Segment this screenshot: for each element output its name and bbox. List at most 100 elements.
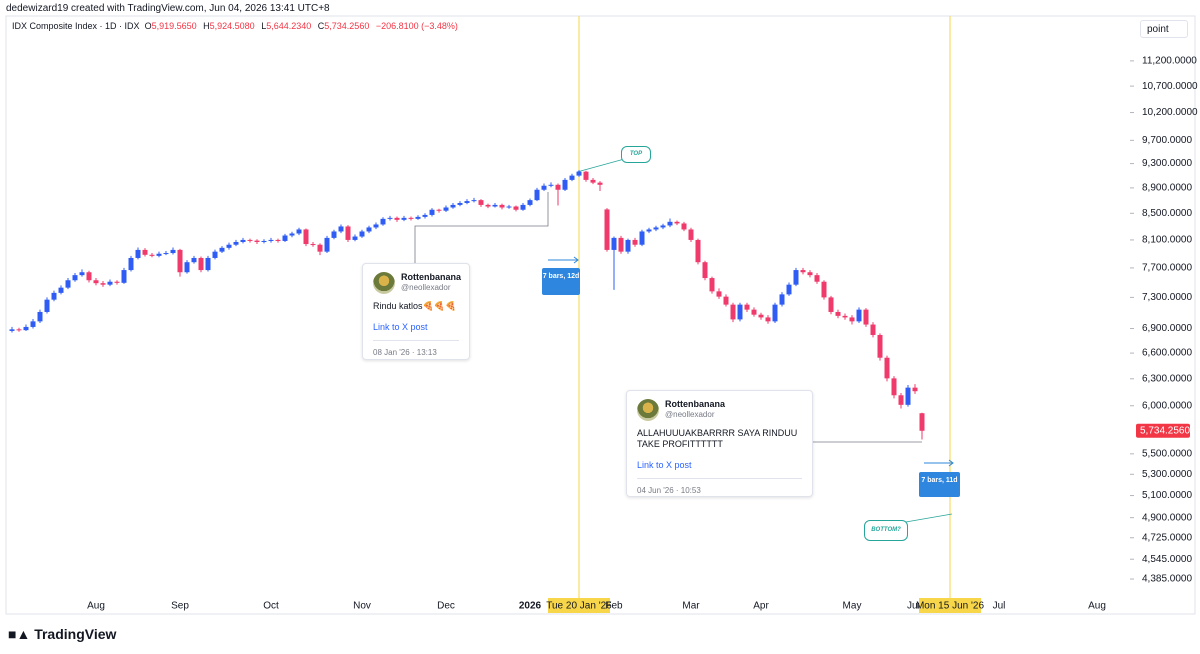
post-text: ALLAHUUUAKBARRRR SAYA RINDUU TAKE PROFIT…: [637, 428, 798, 449]
candle-body: [191, 257, 197, 263]
x-tick-label: Tue 20 Jan '26: [546, 601, 612, 612]
y-tick-label: 5,100.0000: [1142, 490, 1192, 501]
y-tick-label: 7,300.0000: [1142, 292, 1192, 303]
x-label-highlight: [548, 598, 610, 613]
logo: ■▲ TradingView: [8, 626, 117, 642]
candle-body: [37, 311, 43, 322]
candle-body: [170, 249, 176, 254]
range-arrow-head: [948, 459, 954, 467]
candle-body: [842, 315, 848, 318]
candle-body: [128, 257, 134, 271]
candle-body: [716, 291, 722, 297]
field-value: 5,919.5650: [151, 21, 197, 31]
candle-body: [576, 171, 582, 176]
candle-body: [464, 201, 470, 203]
y-tick-label: 6,600.0000: [1142, 348, 1192, 359]
candle-body: [751, 309, 757, 315]
x-tick-label: 2026: [519, 601, 542, 612]
range-arrow-head: [573, 256, 579, 264]
y-tick-label: 11,200.0000: [1142, 56, 1197, 67]
candle-body: [261, 240, 267, 242]
candle-body: [471, 200, 477, 202]
candle-body: [219, 247, 225, 252]
candle-body: [135, 249, 141, 258]
post-text: Rindu katlos🍕🍕🍕: [373, 301, 457, 311]
candle-body: [772, 304, 778, 322]
candle-body: [835, 311, 841, 316]
y-tick-label: 9,300.0000: [1142, 158, 1192, 169]
candle-body: [247, 239, 253, 241]
candle-body: [737, 304, 743, 320]
candle-body: [828, 297, 834, 312]
candle-body: [450, 204, 456, 208]
field-value: 5,644.2340: [266, 21, 312, 31]
candle-body: [240, 239, 246, 242]
candle-body: [93, 280, 99, 284]
candle-body: [86, 272, 92, 281]
candle-body: [282, 235, 288, 241]
x-tick-label: Feb: [605, 601, 623, 612]
candle-body: [625, 239, 631, 252]
author: Rottenbanana: [665, 399, 726, 409]
candle-body: [856, 309, 862, 322]
candle-body: [534, 189, 540, 201]
x-tick-label: Aug: [87, 601, 105, 612]
callout-line: [899, 513, 953, 524]
y-tick-label: 4,725.0000: [1142, 532, 1192, 543]
candle-body: [233, 241, 239, 245]
field-key: L: [261, 21, 267, 31]
y-tick-label: 4,545.0000: [1142, 554, 1192, 565]
candle-body: [506, 206, 512, 208]
candle-body: [632, 239, 638, 245]
candle-body: [765, 317, 771, 322]
candle-body: [324, 237, 330, 252]
candle-body: [709, 278, 715, 292]
candle-body: [100, 283, 106, 285]
x-tick-label: Jun: [907, 601, 923, 612]
candle-body: [408, 217, 414, 219]
y-tick-label: 9,700.0000: [1142, 135, 1192, 146]
post-link[interactable]: Link to X post: [637, 460, 692, 470]
scale-button[interactable]: point: [1140, 20, 1188, 38]
candle-body: [702, 262, 708, 279]
candle-body: [604, 209, 610, 250]
candle-body: [177, 249, 183, 273]
candle-body: [583, 171, 589, 180]
candle-body: [226, 244, 232, 248]
card-connector: [414, 192, 549, 263]
creator-line: dedewizard19 created with TradingView.co…: [6, 3, 330, 14]
candle-body: [548, 184, 554, 186]
candle-body: [380, 218, 386, 225]
candle-body: [107, 281, 113, 285]
candle-body: [723, 296, 729, 305]
callout-line: [576, 157, 629, 173]
candle-body: [422, 214, 428, 217]
x-tick-label: Sep: [171, 601, 189, 612]
handle: @neollexador: [401, 283, 451, 292]
candle-body: [786, 284, 792, 295]
candle-body: [30, 321, 36, 327]
candle-body: [492, 204, 498, 207]
field-value: 5,734.2560: [324, 21, 370, 31]
candle-body: [401, 217, 407, 220]
candle-body: [142, 249, 148, 255]
candle-body: [555, 184, 561, 190]
y-tick-label: 5,500.0000: [1142, 448, 1192, 459]
candle-body: [289, 233, 295, 236]
candle-body: [695, 239, 701, 263]
candle-body: [44, 299, 50, 312]
range-box: 7 bars, 12d: [542, 268, 580, 295]
candle-body: [310, 244, 316, 246]
field-key: O: [144, 21, 152, 31]
post-link[interactable]: Link to X post: [373, 322, 428, 332]
candle-body: [478, 200, 484, 205]
candle-body: [870, 324, 876, 335]
candle-body: [184, 262, 190, 273]
candle-body: [79, 272, 85, 276]
candle-body: [863, 309, 869, 325]
candle-body: [58, 287, 64, 293]
candle-body: [814, 275, 820, 282]
candle-body: [394, 217, 400, 220]
last-price-label: 5,734.2560: [1140, 425, 1190, 436]
candle-body: [156, 253, 162, 256]
